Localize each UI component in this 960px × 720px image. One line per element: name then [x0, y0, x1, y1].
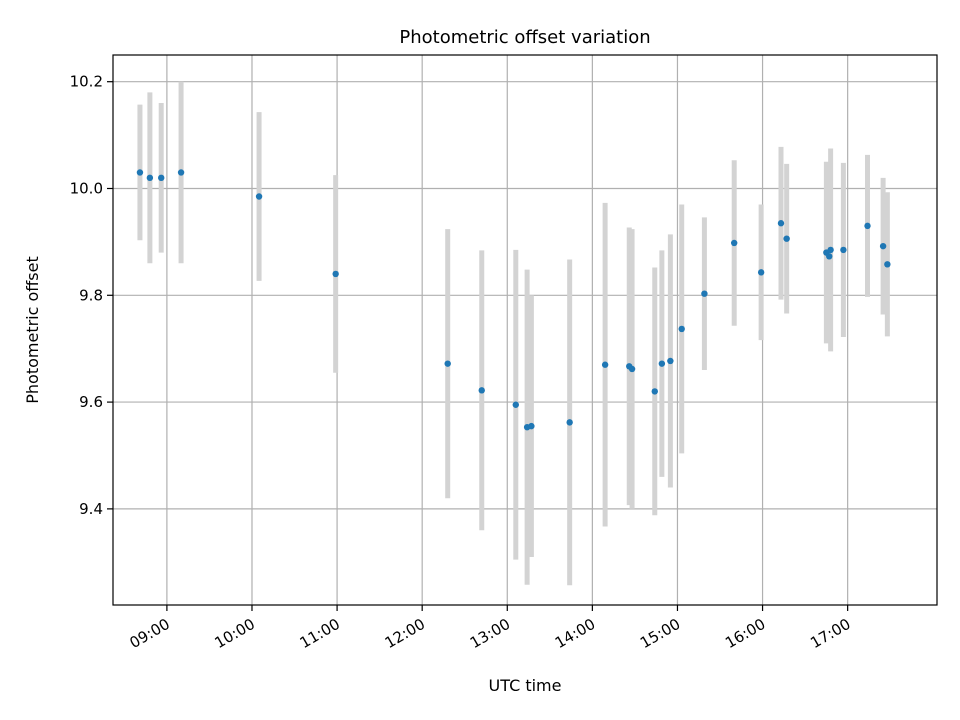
data-point	[177, 169, 185, 176]
data-point	[730, 239, 738, 247]
data-point	[478, 387, 485, 394]
chart-title: Photometric offset variation	[399, 27, 650, 48]
y-axis: 9.4 9.6 9.8 10.0 10.2	[70, 73, 113, 518]
data-point	[651, 388, 658, 395]
data-point	[658, 360, 666, 367]
data-point	[678, 325, 685, 333]
data-point	[601, 361, 609, 368]
data-point	[528, 422, 535, 430]
data-point	[879, 242, 887, 250]
data-points	[136, 169, 891, 431]
data-point	[757, 269, 765, 276]
y-tick-label: 9.8	[79, 286, 103, 304]
data-point	[512, 401, 519, 408]
data-point	[783, 235, 790, 242]
plot-frame	[112, 54, 938, 606]
y-tick-label: 10.0	[70, 179, 103, 197]
data-point	[827, 246, 834, 254]
y-tick-label: 9.6	[79, 393, 103, 411]
data-point	[826, 253, 833, 260]
data-point	[701, 290, 708, 297]
data-point	[332, 270, 339, 278]
data-point	[628, 365, 636, 373]
data-point	[884, 261, 891, 268]
data-point	[864, 222, 871, 230]
data-point	[840, 246, 847, 254]
data-point	[667, 357, 674, 365]
y-tick-label: 10.2	[70, 73, 103, 91]
data-point	[566, 419, 573, 426]
y-tick-label: 9.4	[79, 500, 103, 518]
data-point	[777, 220, 785, 227]
data-point	[136, 169, 144, 176]
data-point	[444, 360, 451, 367]
data-point	[146, 174, 154, 182]
data-point	[255, 193, 263, 200]
data-point	[158, 174, 165, 182]
x-axis-title: UTC time	[489, 676, 562, 695]
y-axis-title: Photometric offset	[23, 256, 42, 404]
